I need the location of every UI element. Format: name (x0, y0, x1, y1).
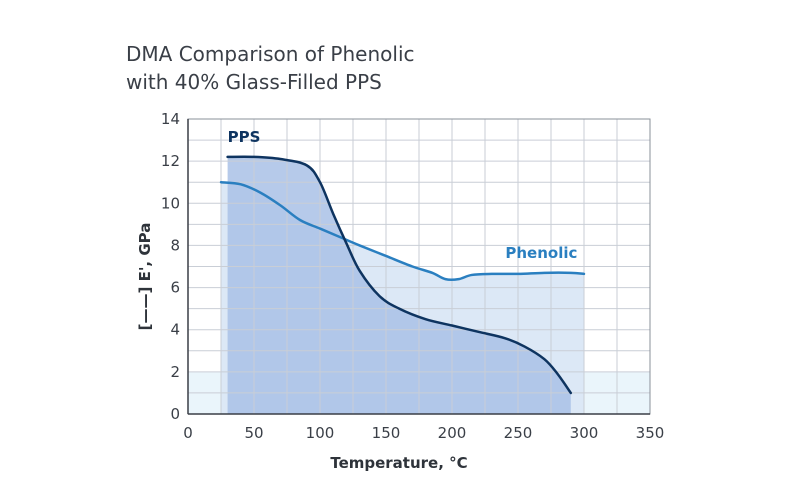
chart-title: DMA Comparison of Phenolic with 40% Glas… (126, 40, 546, 96)
series-label-phenolic: Phenolic (505, 244, 577, 262)
x-tick-label-0: 0 (183, 424, 193, 442)
y-axis-label: [——] E', GPa (136, 223, 154, 331)
x-tick-label-50: 50 (244, 424, 263, 442)
series-label-pps: PPS (228, 128, 261, 146)
x-tick-label-300: 300 (570, 424, 599, 442)
y-tick-label-12: 12 (161, 152, 180, 170)
chart-title-line-1: DMA Comparison of Phenolic (126, 42, 415, 66)
chart-title-line-2: with 40% Glass-Filled PPS (126, 70, 382, 94)
x-tick-label-100: 100 (306, 424, 335, 442)
tick-labels-layer: 0 50 100 150 200 250 300 350 0 2 4 6 8 10 12 14 (161, 110, 664, 442)
labels-layer: Temperature, °C [——] E', GPa Phenolic PPS (136, 128, 577, 472)
series-lines-layer (219, 155, 586, 395)
y-tick-label-14: 14 (161, 110, 180, 128)
x-tick-label-150: 150 (372, 424, 401, 442)
y-tick-label-2: 2 (170, 363, 180, 381)
series-line-pps (226, 155, 573, 395)
series-line-phenolic (219, 180, 586, 282)
axes-layer (187, 118, 651, 415)
y-tick-label-6: 6 (170, 279, 180, 297)
grid-layer (188, 119, 650, 414)
y-tick-label-8: 8 (170, 236, 180, 254)
y-tick-label-0: 0 (170, 405, 180, 423)
x-tick-label-350: 350 (636, 424, 665, 442)
x-tick-label-200: 200 (438, 424, 467, 442)
x-tick-label-250: 250 (504, 424, 533, 442)
y-tick-label-10: 10 (161, 194, 180, 212)
y-tick-label-4: 4 (170, 321, 180, 339)
x-axis-label: Temperature, °C (330, 454, 467, 472)
